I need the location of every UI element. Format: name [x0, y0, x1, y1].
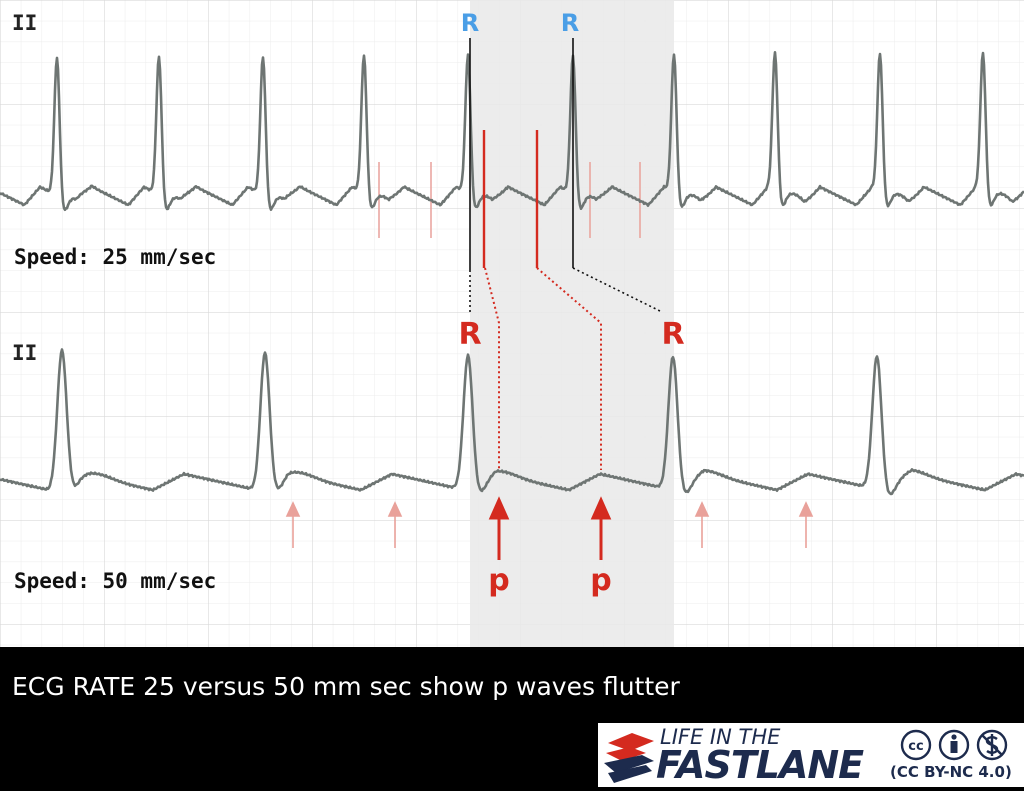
p-wave-arrows — [488, 496, 612, 560]
p-connectors-dotted — [484, 267, 602, 470]
r-label-top-1: R — [461, 9, 479, 37]
cc-license-icons: cc — [900, 729, 1008, 761]
speed-label-bottom: Speed: 50 mm/sec — [14, 569, 216, 593]
speed-label-top: Speed: 25 mm/sec — [14, 245, 216, 269]
by-icon — [938, 729, 970, 761]
ecg-trace-50mm — [0, 348, 1024, 496]
highlight-window — [470, 0, 674, 647]
license-text: (CC BY-NC 4.0) — [890, 763, 1012, 781]
lifl-cross-icon — [604, 733, 654, 783]
logo-line1: LIFE IN THE — [660, 725, 781, 749]
logo-line2: FASTLANE — [656, 743, 864, 787]
ecg-trace-25mm — [0, 51, 1024, 212]
caption: ECG RATE 25 versus 50 mm sec show p wave… — [12, 672, 680, 701]
lead-label-top: II — [12, 11, 37, 35]
p-label-1: p — [488, 563, 509, 598]
lifl-logo: LIFE IN THE FASTLANE cc (CC BY-NC 4.0) — [598, 723, 1024, 787]
r-label-top-2: R — [561, 9, 579, 37]
lead-label-bottom: II — [12, 341, 37, 365]
nc-icon — [976, 729, 1008, 761]
p-label-2: p — [590, 563, 611, 598]
flutter-arrows-faint — [285, 501, 814, 548]
r-connectors — [469, 38, 663, 313]
cc-icon — [900, 729, 932, 761]
r-label-bottom-1: R — [458, 317, 481, 352]
r-label-bottom-2: R — [661, 317, 684, 352]
cc-mark: cc — [908, 739, 923, 754]
p-connectors — [482, 130, 539, 268]
